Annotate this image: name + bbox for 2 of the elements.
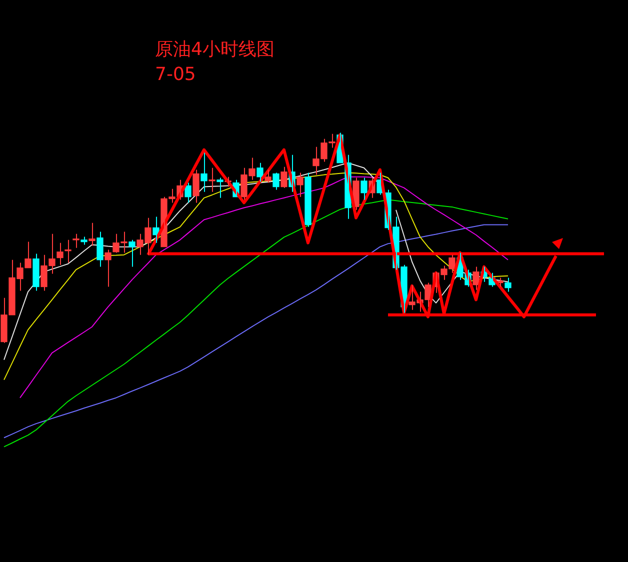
chart-subtitle: 7-05 — [155, 64, 196, 85]
chart-title: 原油4小时线图 — [155, 38, 274, 61]
